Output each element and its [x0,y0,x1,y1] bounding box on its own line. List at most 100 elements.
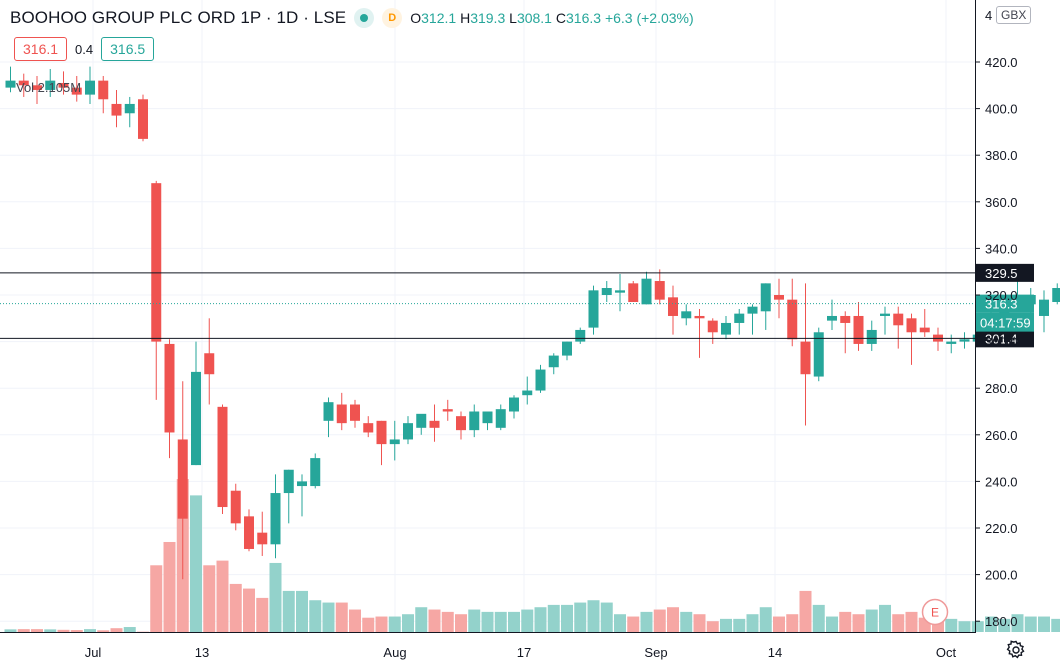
candle-body [204,353,215,375]
candle-body [376,420,387,445]
candle [495,404,506,431]
candle [654,269,665,305]
candle [310,453,321,489]
volume-bar [985,616,997,632]
candle [548,353,559,375]
candle-body [535,369,546,391]
candle-body [217,406,228,508]
candle-body [270,493,281,545]
symbol-title[interactable]: BOOHOO GROUP PLC ORD 1P · 1D · LSE [10,8,347,27]
candle [323,397,334,438]
volume-bar [243,588,255,632]
candle-body [151,183,162,342]
candle [641,271,652,305]
candle-body [946,341,957,344]
x-tick-label: 13 [195,645,209,660]
volume-bar [309,600,322,632]
candle [774,278,784,319]
spread-value: 0.4 [75,41,94,57]
volume-bar [826,616,838,632]
x-tick-label: 17 [517,645,531,660]
candle [959,332,970,349]
currency-button[interactable]: GBX [996,6,1032,24]
gear-icon[interactable] [1006,640,1026,660]
level-label: 301.4 [985,331,1018,346]
candle [1052,283,1060,305]
volume-bar [57,629,70,632]
candle-body [1052,288,1060,302]
candle-body [575,329,586,342]
candle [906,313,917,365]
candle [946,334,957,354]
candle [509,395,519,419]
volume-bar [706,621,719,632]
high-value: 319.3 [470,10,506,26]
buy-button[interactable]: 316.5 [101,37,155,61]
candle [681,304,692,326]
candlesticks [5,66,1060,580]
candle [707,318,718,344]
candle [191,341,201,466]
earnings-icon[interactable]: E [921,598,949,626]
candle-body [906,318,917,333]
candle-body [509,397,519,412]
candle-body [389,439,400,445]
candle-body [522,390,533,396]
candle [18,73,29,97]
volume-bar [865,609,878,632]
volume-bar [746,614,759,632]
candle [111,89,122,128]
candle-body [85,80,95,95]
candle [151,180,162,400]
candle [1039,290,1049,333]
delayed-data-badge[interactable]: D [382,8,403,28]
y-tick-label: 380.0 [985,148,1018,163]
candle-body [747,306,758,314]
x-tick-label: Jul [85,645,102,660]
candle [853,301,864,351]
candle [522,376,533,405]
candle [58,71,69,95]
candle-body [469,411,480,431]
candle [138,94,148,142]
candle [880,306,890,335]
volume-bar [481,611,494,632]
candle-body [707,320,718,333]
candle-body [853,315,864,344]
y-tick-label: 180.0 [985,614,1018,629]
y-tick-label: 300.0 [985,335,1018,350]
candle-body [495,409,506,428]
candle [694,308,705,358]
candle [336,392,347,431]
candle [787,278,798,347]
volume-bar [44,629,57,632]
candle-body [124,103,135,114]
candle [350,399,360,428]
volume-bar [296,590,308,632]
volume-bar [388,616,401,632]
candle [389,420,400,461]
volume-bar [653,609,666,632]
volume-bar [945,618,958,632]
candle-body [32,85,42,90]
volume-bar [1038,616,1050,632]
candle [416,413,427,435]
volume-bar [322,602,335,632]
candle [71,75,82,102]
x-tick-label: Oct [936,645,957,660]
candle-body [601,288,612,295]
candle-body [456,416,466,431]
volume-bar [402,614,414,632]
candle [800,283,811,426]
candle [866,320,877,351]
volume-bar [1024,616,1037,632]
candle [562,341,572,361]
candle-body [429,420,440,428]
candle [442,399,453,421]
sell-button[interactable]: 316.1 [14,37,68,61]
candle-body [482,411,493,424]
candle-body [827,315,837,321]
candle [85,66,95,104]
candle-body [880,313,890,316]
